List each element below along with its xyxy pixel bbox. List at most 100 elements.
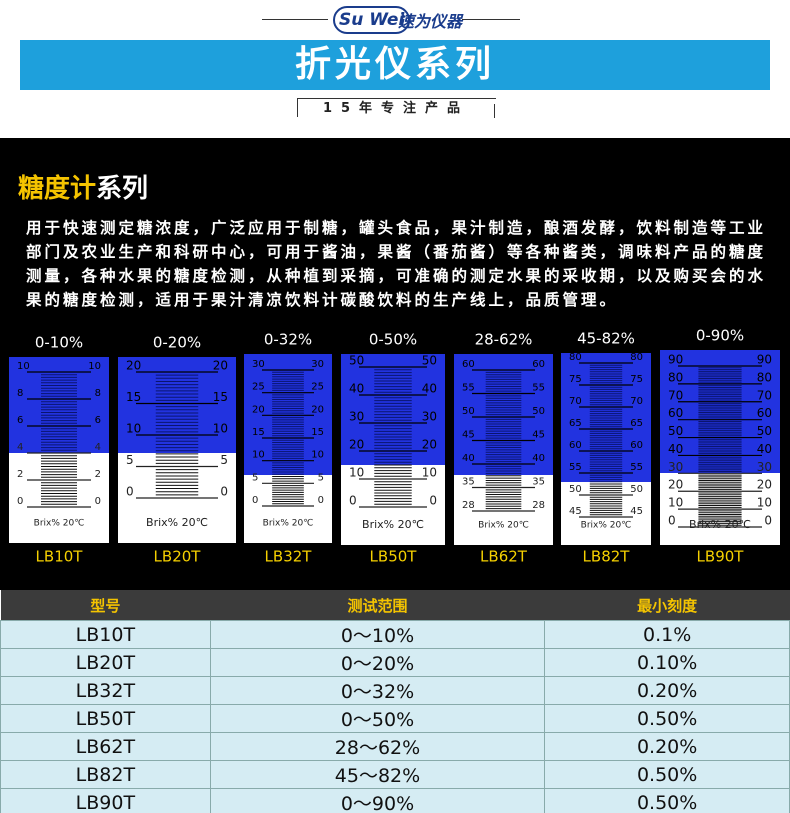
scale-unit: Brix% 20℃ [34,519,85,529]
tick-label: 70 [668,388,683,402]
tick-label: 80 [569,352,582,363]
tick-label: 5 [220,453,228,467]
tick-label: 8 [95,388,101,399]
table-cell: 0.1% [544,620,790,649]
tick-label: 30 [422,410,437,424]
tick-label: 20 [349,438,364,452]
tick-label: 0 [126,485,134,499]
column-header: 最小刻度 [544,590,790,621]
tick-label: 0 [17,496,23,507]
tick-label: 55 [462,383,475,394]
tick-label: 20 [126,359,141,373]
table-cell: 0～20% [209,648,546,677]
table-cell: 0.20% [544,732,790,761]
scale-blue [660,350,780,473]
tick-label: 20 [311,404,324,415]
tick-label: 60 [462,359,475,370]
tick-label: 0 [318,495,324,506]
tick-label: 70 [569,396,582,407]
table-cell: 0.50% [544,788,790,813]
table-row: LB90T 0～90% 0.50% [0,788,790,813]
tick-label: 50 [462,406,475,417]
tagline: 15年专注产品 [322,101,470,116]
tick-label: 5 [126,453,134,467]
tick-label: 80 [757,370,772,384]
tick-label: 0 [252,495,258,506]
table-cell: 0.10% [544,648,790,677]
tick-label: 0 [95,496,101,507]
table-cell: LB90T [0,788,211,813]
tick-label: 20 [757,478,772,492]
scale-unit: Brix% 20℃ [581,521,632,531]
scale-unit: Brix% 20℃ [146,516,208,529]
tick-label: 40 [349,382,364,396]
tick-label: 45 [532,430,545,441]
table-cell: 0～10% [209,620,546,649]
tick-label: 15 [213,390,228,404]
tick-label: 50 [668,424,683,438]
tick-label: 50 [630,484,643,495]
tick-label: 2 [17,469,23,480]
table-row: LB10T 0～10% 0.1% [0,620,790,649]
tick-label: 70 [630,396,643,407]
tick-label: 0 [764,514,772,528]
title-highlight: 糖度计 [18,174,97,204]
table-cell: 45～82% [209,760,546,789]
tick-label: 75 [569,374,582,385]
tick-label: 30 [252,359,265,370]
scale-range: 0-32% [264,331,312,349]
scale-range: 28-62% [475,331,533,349]
tick-label: 10 [311,450,324,461]
description: 用于快速测定糖浓度，广泛应用于制糖，罐头食品，果汁制造，酿酒发酵，饮料制造等工业… [26,219,767,309]
tick-label: 60 [630,440,643,451]
scale-model: LB50T [370,548,418,566]
divider [462,19,520,20]
tick-label: 10 [422,466,437,480]
scale-model: LB20T [154,548,202,566]
tick-label: 55 [569,462,582,473]
tick-label: 8 [17,388,23,399]
banner-title: 折光仪系列 [20,40,770,90]
tick-label: 4 [95,442,101,453]
table-cell: LB20T [0,648,211,677]
tick-label: 35 [532,477,545,488]
table-cell: 0～50% [209,704,546,733]
tick-label: 75 [630,374,643,385]
tick-label: 20 [213,359,228,373]
table-row: LB50T 0～50% 0.50% [0,704,790,733]
scale-model: LB90T [697,548,745,566]
bracket [494,104,495,118]
title-rest: 系列 [96,174,149,204]
tick-label: 28 [532,500,545,511]
tick-label: 40 [532,453,545,464]
table-row: LB20T 0～20% 0.10% [0,648,790,677]
tick-label: 80 [630,352,643,363]
tick-label: 15 [252,427,265,438]
tick-label: 40 [668,442,683,456]
tick-label: 50 [422,354,437,368]
table-cell: 0～32% [209,676,546,705]
tick-label: 30 [668,460,683,474]
divider [262,19,328,20]
tick-label: 40 [462,453,475,464]
spec-table: 型号 测试范围 最小刻度 LB10T 0～10% 0.1% LB20T 0～20% 0.10% L… [0,590,790,813]
table-cell: LB62T [0,732,211,761]
tick-label: 10 [17,361,30,372]
tick-label: 10 [213,422,228,436]
tick-label: 0 [429,494,437,508]
tick-label: 10 [668,496,683,510]
scale-range: 0-90% [696,327,744,345]
tick-label: 30 [311,359,324,370]
tick-label: 10 [252,450,265,461]
tick-label: 50 [349,354,364,368]
tick-label: 5 [252,472,258,483]
table-cell: LB10T [0,620,211,649]
tick-label: 45 [569,506,582,517]
tick-label: 35 [462,477,475,488]
tick-label: 20 [668,478,683,492]
table-cell: 0～90% [209,788,546,813]
tick-label: 10 [349,466,364,480]
tick-label: 55 [532,383,545,394]
scale-range: 45-82% [577,330,635,348]
tick-label: 45 [462,430,475,441]
